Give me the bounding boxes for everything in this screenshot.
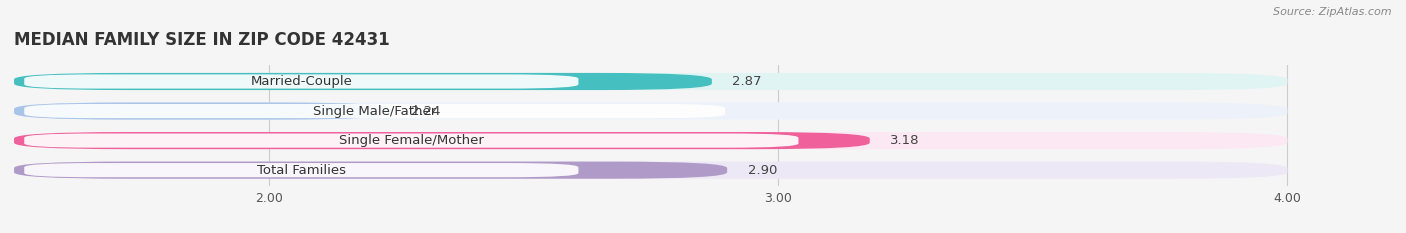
Text: MEDIAN FAMILY SIZE IN ZIP CODE 42431: MEDIAN FAMILY SIZE IN ZIP CODE 42431: [14, 31, 389, 49]
FancyBboxPatch shape: [24, 163, 578, 177]
Text: Total Families: Total Families: [257, 164, 346, 177]
FancyBboxPatch shape: [14, 103, 391, 120]
Text: 2.24: 2.24: [412, 105, 441, 117]
FancyBboxPatch shape: [24, 104, 725, 118]
Text: 2.87: 2.87: [733, 75, 762, 88]
Text: 2.90: 2.90: [748, 164, 778, 177]
FancyBboxPatch shape: [14, 73, 711, 90]
FancyBboxPatch shape: [24, 74, 578, 89]
FancyBboxPatch shape: [14, 161, 1288, 179]
Text: Single Male/Father: Single Male/Father: [314, 105, 436, 117]
Text: Single Female/Mother: Single Female/Mother: [339, 134, 484, 147]
FancyBboxPatch shape: [14, 103, 1288, 120]
Text: Source: ZipAtlas.com: Source: ZipAtlas.com: [1274, 7, 1392, 17]
FancyBboxPatch shape: [14, 132, 1288, 149]
Text: Married-Couple: Married-Couple: [250, 75, 353, 88]
FancyBboxPatch shape: [14, 132, 870, 149]
FancyBboxPatch shape: [24, 134, 799, 148]
FancyBboxPatch shape: [14, 161, 727, 179]
FancyBboxPatch shape: [14, 73, 1288, 90]
Text: 3.18: 3.18: [890, 134, 920, 147]
